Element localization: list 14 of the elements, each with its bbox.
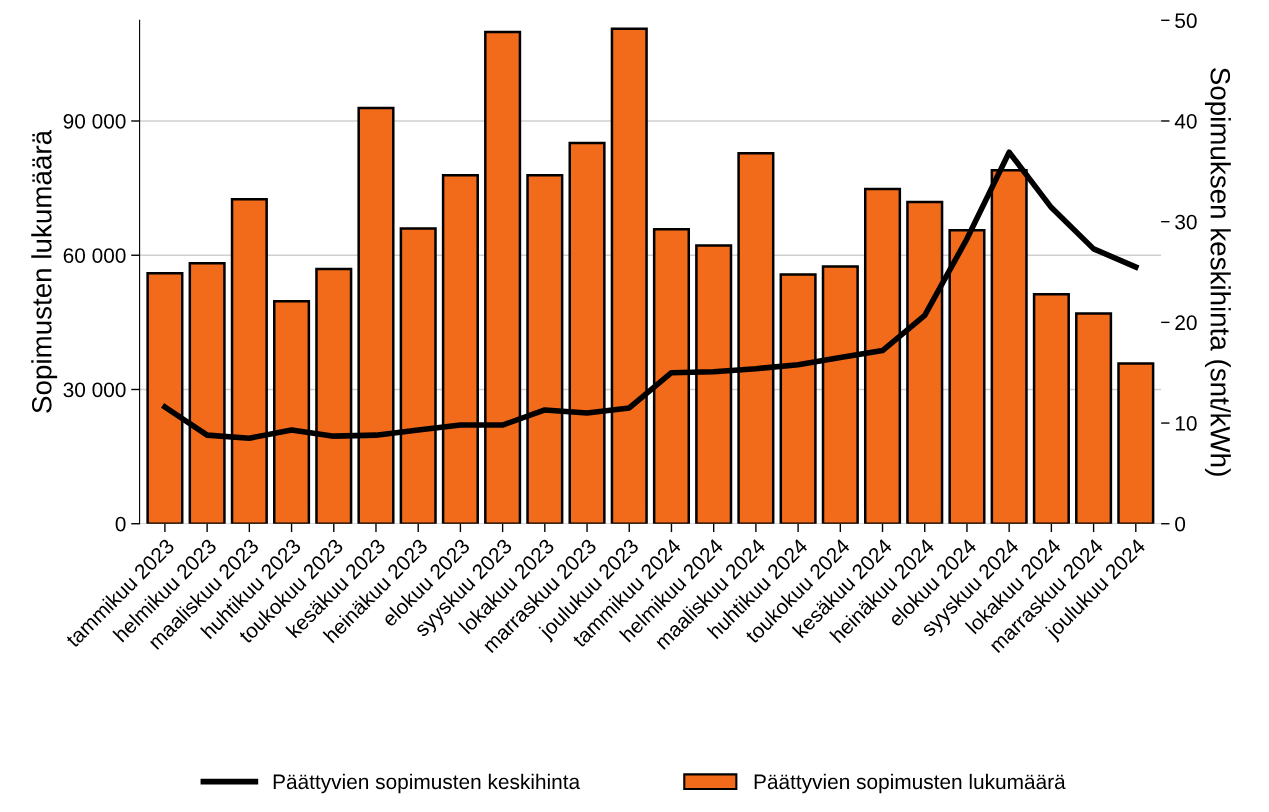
- y-axis-title: Sopimusten lukumäärä: [31, 129, 58, 413]
- y2-tick-label: 20: [1175, 315, 1197, 331]
- y2-tick-label: 40: [1174, 113, 1197, 129]
- y2-tick-label: 50: [1175, 13, 1197, 29]
- y-tick-label: 30 000: [63, 382, 126, 398]
- y2-tick-label: 10: [1175, 416, 1197, 431]
- y2-tick-label: 0: [1175, 516, 1186, 532]
- y-tick-label: 60 000: [63, 248, 126, 263]
- legend-label: Päättyvien sopimusten keskihinta: [273, 773, 581, 794]
- y2-axis-title: Sopimuksen keskihinta (snt/kWh): [1204, 67, 1231, 476]
- legend-label: Päättyvien sopimusten lukumäärä: [754, 773, 1066, 794]
- y2-tick-label: 30: [1175, 214, 1197, 230]
- y-tick-label: 0: [115, 516, 126, 532]
- y-tick-label: 90 000: [63, 113, 126, 129]
